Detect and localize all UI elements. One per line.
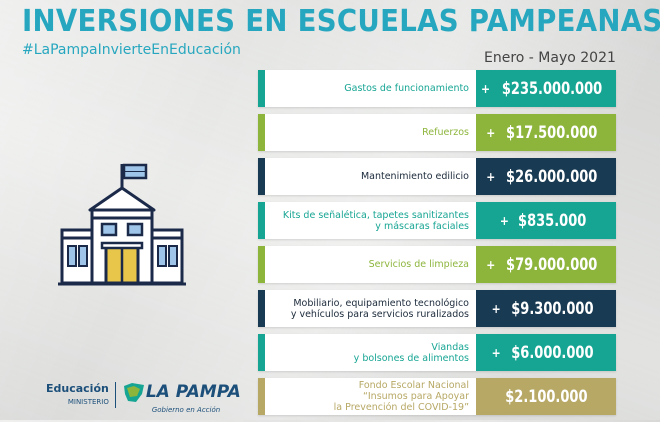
logo-divider <box>114 382 116 408</box>
hashtag: #LaPampaInvierteEnEducación <box>22 42 241 58</box>
row-label: Mantenimiento edilicio <box>360 171 469 182</box>
footer-logos: Educación MINISTERIO LA PAMPA Gobierno e… <box>46 382 241 414</box>
row-amount: $26.000.000 <box>506 166 598 187</box>
brand-tagline: Gobierno en Acción <box>151 406 221 414</box>
row-sign: + <box>491 345 501 360</box>
row-label: Refuerzos <box>422 127 469 138</box>
row-accent <box>258 202 265 239</box>
ministry-subtitle: MINISTERIO <box>67 398 109 406</box>
row-amount-box: + $9.300.000 <box>476 290 616 327</box>
row-amount: $835.000 <box>517 210 587 231</box>
row-amount: $2.100.000 <box>504 386 588 407</box>
investment-row: Fondo Escolar Nacional “Insumos para Apo… <box>258 378 616 415</box>
row-sign: + <box>491 301 501 316</box>
row-accent <box>258 114 265 151</box>
row-accent <box>258 70 265 107</box>
investment-row: Mobiliario, equipamiento tecnológico y v… <box>258 290 616 327</box>
row-accent <box>258 158 265 195</box>
investment-row: Viandas y bolsones de alimentos + $6.000… <box>258 334 616 371</box>
row-amount-box: + $6.000.000 <box>476 334 616 371</box>
row-amount: $79.000.000 <box>506 254 598 275</box>
investment-list: Gastos de funcionamiento + $235.000.000 … <box>258 70 616 422</box>
ministry-title: Educación <box>46 382 109 395</box>
row-label: Servicios de limpieza <box>368 259 469 270</box>
row-sign: + <box>499 213 509 228</box>
education-ministry-logo: Educación MINISTERIO <box>46 382 109 406</box>
row-amount-box: + $26.000.000 <box>476 158 616 195</box>
row-label: Gastos de funcionamiento <box>344 83 469 94</box>
row-amount-box: + $79.000.000 <box>476 246 616 283</box>
row-sign: + <box>486 125 496 140</box>
investment-row: Mantenimiento edilicio + $26.000.000 <box>258 158 616 195</box>
row-amount-box: + $235.000.000 <box>476 70 616 107</box>
row-sign: + <box>480 81 490 96</box>
investment-row: Servicios de limpieza + $79.000.000 <box>258 246 616 283</box>
row-label: Fondo Escolar Nacional “Insumos para Apo… <box>333 380 469 413</box>
brand-name: LA PAMPA <box>145 382 241 402</box>
row-amount: $235.000.000 <box>501 78 603 99</box>
la-pampa-logo: LA PAMPA Gobierno en Acción <box>122 382 241 414</box>
row-amount-box: + $835.000 <box>476 202 616 239</box>
row-amount: $17.500.000 <box>506 122 598 143</box>
row-accent <box>258 334 265 371</box>
row-amount-box: $2.100.000 <box>476 378 616 415</box>
row-label: Kits de señalética, tapetes sanitizantes… <box>282 209 469 232</box>
row-amount: $6.000.000 <box>510 342 594 363</box>
row-label: Viandas y bolsones de alimentos <box>353 341 469 364</box>
row-amount: $9.300.000 <box>510 298 594 319</box>
row-sign: + <box>486 169 496 184</box>
row-sign: + <box>486 257 496 272</box>
investment-row: Gastos de funcionamiento + $235.000.000 <box>258 70 616 107</box>
la-pampa-logo-icon <box>122 382 146 408</box>
investment-row: Kits de señalética, tapetes sanitizantes… <box>258 202 616 239</box>
row-accent <box>258 290 265 327</box>
school-building-icon <box>58 162 193 291</box>
period-label: Enero - Mayo 2021 <box>484 50 616 66</box>
row-label: Mobiliario, equipamiento tecnológico y v… <box>290 297 469 320</box>
page-title: INVERSIONES EN ESCUELAS PAMPEANAS <box>22 4 660 39</box>
investment-row: Refuerzos + $17.500.000 <box>258 114 616 151</box>
row-accent <box>258 246 265 283</box>
row-accent <box>258 378 265 415</box>
row-amount-box: + $17.500.000 <box>476 114 616 151</box>
